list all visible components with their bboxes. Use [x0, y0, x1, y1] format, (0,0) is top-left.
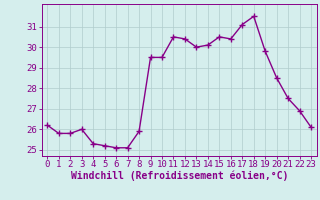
X-axis label: Windchill (Refroidissement éolien,°C): Windchill (Refroidissement éolien,°C): [70, 171, 288, 181]
